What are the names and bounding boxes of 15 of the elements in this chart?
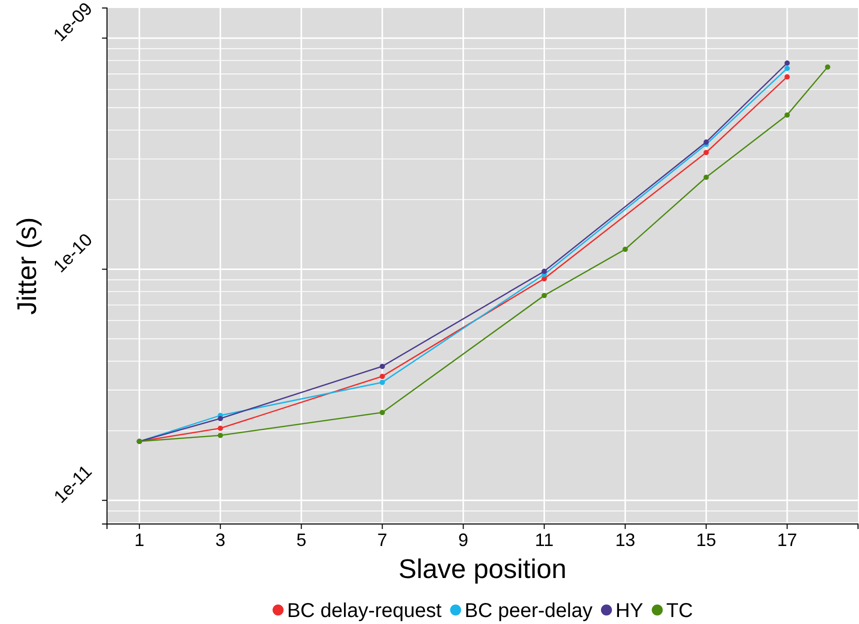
x-tick-label: 7: [377, 530, 388, 550]
legend-label: HY: [615, 600, 644, 622]
y-axis-title: Jitter (s): [12, 217, 42, 315]
x-tick-label: 5: [296, 530, 306, 550]
x-tick-label: 13: [615, 530, 636, 550]
x-tick-label: 9: [458, 530, 468, 550]
x-tick-label: 11: [534, 530, 554, 550]
x-tick-label: 15: [696, 530, 716, 550]
legend-label: TC: [666, 600, 693, 622]
legend-label: BC peer-delay: [464, 600, 592, 622]
x-tick-label: 17: [777, 530, 798, 550]
x-tick-label: 3: [215, 530, 226, 550]
legend-label: BC delay-request: [287, 600, 442, 622]
x-axis-title: Slave position: [398, 554, 567, 584]
x-tick-label: 1: [134, 530, 144, 550]
